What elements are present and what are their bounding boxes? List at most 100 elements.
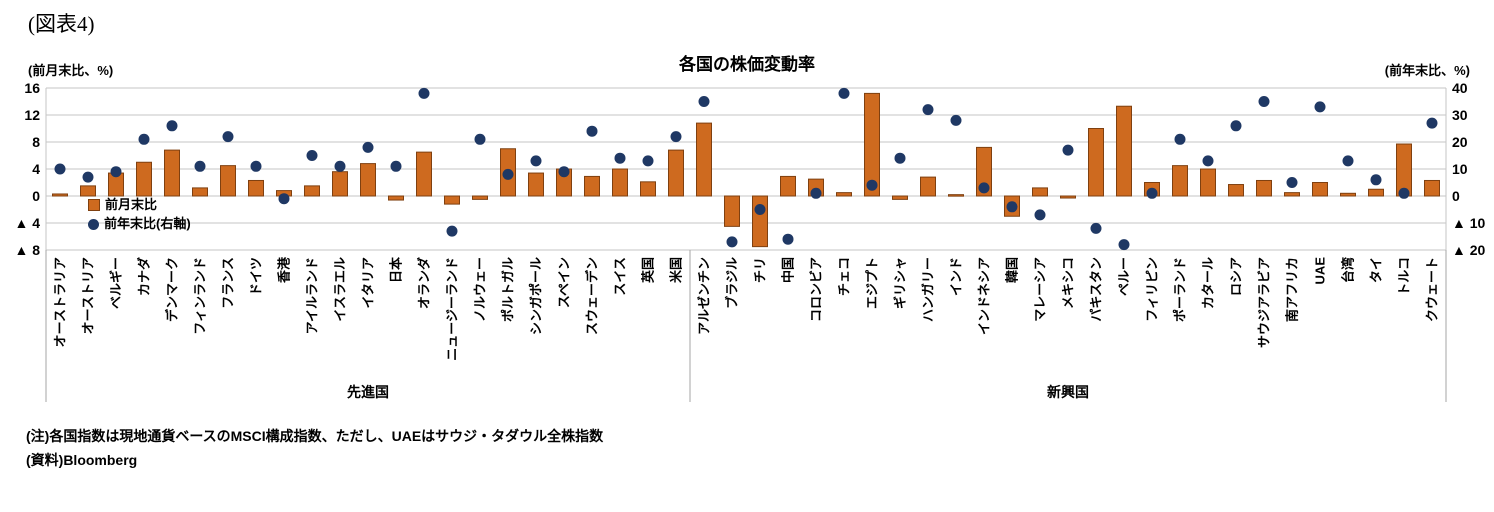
x-axis-label: ブラジル: [725, 257, 740, 309]
dot-swatch-icon: [88, 218, 99, 230]
dot-ペルー: [1118, 239, 1130, 251]
x-axis-label: 台湾: [1341, 257, 1356, 283]
dot-チリ: [754, 204, 766, 215]
x-axis-label: ロシア: [1229, 257, 1244, 296]
x-axis-label: 米国: [669, 257, 684, 283]
x-axis-label: インド: [949, 257, 964, 296]
dot-オランダ: [418, 87, 430, 99]
bar-ニュージーランド: [444, 195, 460, 205]
dot-インド: [950, 114, 962, 126]
bar-ハンガリー: [920, 176, 936, 197]
x-axis-label: インドネシア: [977, 257, 992, 335]
bar-チリ: [752, 195, 768, 248]
x-axis-label: マレーシア: [1033, 257, 1048, 322]
x-axis-label: コロンビア: [809, 257, 824, 322]
group-label: 先進国: [347, 384, 389, 400]
bar-南アフリカ: [1284, 192, 1300, 197]
dot-オーストラリア: [54, 163, 66, 175]
dot-ロシア: [1230, 120, 1242, 132]
dot-トルコ: [1398, 187, 1410, 199]
dot-ノルウェー: [474, 133, 486, 145]
chart-legend: 前月末比 前年末比(右軸): [88, 197, 191, 232]
x-axis-label: 香港: [277, 256, 292, 284]
left-axis-tick: 0: [32, 188, 40, 204]
bar-シンガポール: [528, 172, 544, 197]
x-axis-label: イスラエル: [333, 257, 348, 322]
x-axis-label: オランダ: [417, 257, 432, 309]
x-axis-label: チェコ: [837, 257, 852, 296]
x-axis-label: サウジアラビア: [1257, 257, 1272, 348]
bar-チェコ: [836, 192, 852, 197]
x-axis-label: アルゼンチン: [697, 257, 712, 335]
x-axis-label: トルコ: [1397, 257, 1412, 296]
dot-UAE: [1314, 101, 1326, 113]
x-axis-label: スペイン: [557, 257, 572, 308]
bar-日本: [388, 195, 404, 201]
bar-インド: [948, 194, 964, 197]
dot-ギリシャ: [894, 152, 906, 164]
bar-ノルウェー: [472, 195, 488, 200]
right-axis-tick: 40: [1452, 80, 1468, 96]
dot-エジプト: [866, 179, 878, 191]
group-label: 新興国: [1047, 384, 1089, 400]
plot-area: 16 40 12 30 8 20 4 10 0 0 ▲ 4 ▲ 10 ▲ 8 ▲ 20 オーストラリア オース…: [14, 80, 1486, 402]
x-axis-label: UAE: [1313, 257, 1328, 285]
dot-中国: [782, 233, 794, 245]
dot-メキシコ: [1062, 144, 1074, 156]
x-axis-label: 日本: [389, 257, 404, 283]
bar-ロシア: [1228, 184, 1244, 197]
left-axis-tick: 12: [24, 107, 40, 123]
bar-swatch-icon: [88, 199, 100, 211]
dot-南アフリカ: [1286, 177, 1298, 188]
x-axis-label: パキスタン: [1089, 257, 1104, 322]
x-axis-label: ハンガリー: [921, 257, 936, 322]
x-axis-label: 英国: [641, 257, 656, 284]
x-axis-label: 韓国: [1005, 257, 1020, 283]
dot-クウェート: [1426, 117, 1438, 129]
dot-パキスタン: [1090, 222, 1102, 234]
x-axis-label: チリ: [753, 257, 768, 283]
x-axis-label: ニュージーランド: [445, 257, 460, 361]
bar-フランス: [220, 165, 236, 197]
bar-イスラエル: [332, 171, 348, 197]
x-axis-label: 南アフリカ: [1285, 257, 1300, 322]
legend-item-monthly: 前月末比: [88, 197, 191, 213]
bar-スウェーデン: [584, 175, 600, 197]
bar-イタリア: [360, 163, 376, 197]
x-axis-label: ベルギー: [109, 257, 124, 309]
dot-アイルランド: [306, 150, 318, 161]
bar-オーストリア: [80, 185, 96, 197]
bar-メキシコ: [1060, 195, 1076, 199]
dot-台湾: [1342, 155, 1354, 167]
dot-日本: [390, 160, 402, 172]
dot-イスラエル: [334, 160, 346, 172]
right-axis-tick: ▲ 20: [1452, 242, 1486, 258]
figure-number: (図表4): [28, 12, 95, 36]
dot-ブラジル: [726, 236, 738, 248]
bar-中国: [780, 175, 796, 197]
dot-イタリア: [362, 141, 374, 153]
chart-notes: (注)各国指数は現地通貨ベースのMSCI構成指数、ただし、UAEはサウジ・タダウ…: [26, 424, 603, 472]
bar-クウェート: [1424, 179, 1440, 197]
bar-アルゼンチン: [696, 122, 712, 197]
dot-マレーシア: [1034, 209, 1046, 221]
right-axis-tick: 0: [1452, 188, 1460, 204]
bar-台湾: [1340, 192, 1356, 197]
x-axis-label: ペルー: [1117, 257, 1132, 296]
dot-コロンビア: [810, 187, 822, 199]
x-axis-label: アイルランド: [305, 257, 320, 334]
dot-ポルトガル: [502, 168, 514, 180]
bar-エジプト: [864, 92, 880, 197]
dot-チェコ: [838, 87, 850, 99]
x-axis-label: オーストリア: [81, 257, 96, 334]
legend-label-yearly: 前年末比(右軸): [104, 216, 191, 231]
x-axis-label: タイ: [1369, 257, 1384, 283]
bar-カナダ: [136, 161, 152, 197]
dot-スウェーデン: [586, 125, 598, 137]
x-axis-label: フィンランド: [193, 257, 208, 335]
left-axis-tick: 4: [32, 161, 40, 177]
right-axis-tick: 30: [1452, 107, 1468, 123]
dot-カナダ: [138, 133, 150, 145]
x-axis-label: シンガポール: [529, 257, 544, 335]
bar-スイス: [612, 168, 628, 197]
